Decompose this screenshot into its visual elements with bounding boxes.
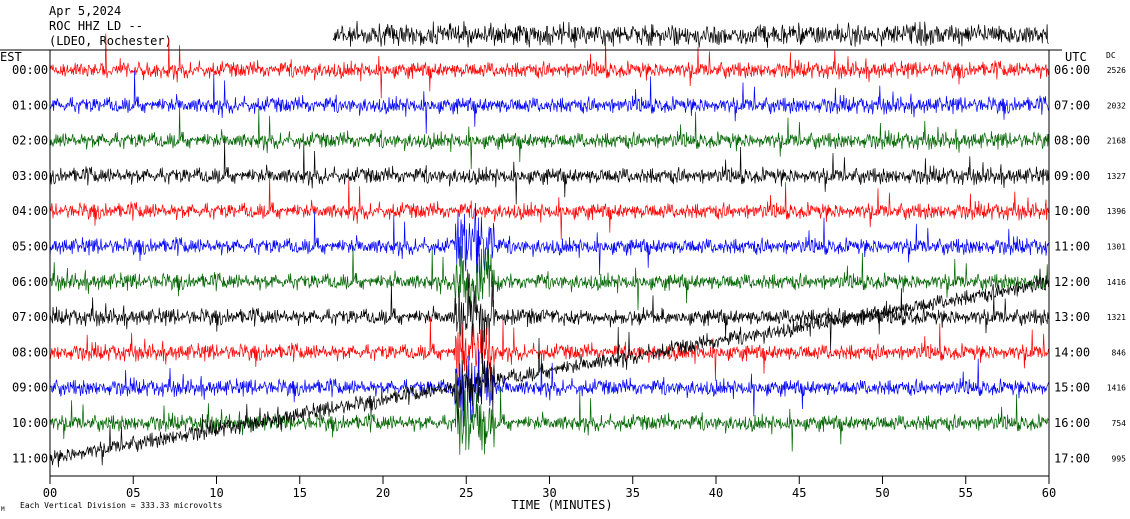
x-tick-label: 60: [1042, 486, 1056, 500]
footer-mark: M: [1, 506, 5, 513]
chart-frame: [0, 49, 1062, 484]
network-label: (LDEO, Rochester): [49, 34, 172, 48]
date-label: Apr 5,2024: [49, 4, 122, 18]
est-label-bg: [10, 451, 49, 466]
x-tick-label: 00: [43, 486, 57, 500]
utc-hour-label: 13:00: [1054, 310, 1090, 324]
est-label-bg: [10, 310, 49, 325]
est-hour-label: 05:00: [12, 240, 48, 254]
est-label-bg: [10, 168, 49, 183]
seismic-trace: [49, 176, 1049, 240]
seismic-trace: [49, 317, 1049, 385]
est-hour-label: 11:00: [12, 451, 48, 465]
est-hour-label: 02:00: [12, 134, 48, 148]
dc-offset-value: 995: [1112, 454, 1127, 463]
scale-footer: Each Vertical Division = 333.33 microvol…: [20, 501, 222, 510]
x-tick-label: 45: [792, 486, 806, 500]
est-hour-label: 08:00: [12, 345, 48, 359]
x-tick-label: 55: [959, 486, 973, 500]
est-hour-label: 04:00: [12, 204, 48, 218]
dc-offset-value: 2526: [1107, 66, 1126, 75]
seismic-trace: [50, 349, 1049, 428]
dc-offset-value: 1327: [1107, 172, 1126, 181]
utc-hour-label: 06:00: [1054, 63, 1090, 77]
seismic-trace: [49, 268, 1049, 468]
est-label-bg: [10, 416, 49, 430]
utc-hour-label: 15:00: [1054, 381, 1090, 395]
x-tick-label: 50: [875, 486, 889, 500]
label-group: 00 05 10 15 20 25 30 35 40 45 50 55 60 EST UTC DC TIME (…: [0, 50, 1126, 513]
utc-hour-label: 12:00: [1054, 275, 1090, 289]
seismic-trace: [49, 33, 1049, 99]
x-tick-label: 05: [126, 486, 140, 500]
dc-offset-value: 1416: [1107, 278, 1126, 287]
utc-hour-label: 07:00: [1054, 98, 1090, 112]
dc-offset-value: 846: [1112, 348, 1127, 357]
est-label-bg: [10, 98, 49, 113]
trace-group: [49, 20, 1049, 468]
utc-hour-label: 16:00: [1054, 416, 1090, 430]
dc-offset-value: 1416: [1107, 384, 1126, 393]
est-label-bg: [10, 63, 49, 77]
seismic-trace: [49, 202, 1049, 276]
est-axis-title: EST: [0, 50, 22, 64]
est-hour-label: 06:00: [12, 275, 48, 289]
station-label: ROC HHZ LD --: [49, 19, 143, 33]
x-tick-label: 15: [293, 486, 307, 500]
utc-axis-title: UTC: [1065, 50, 1087, 64]
utc-hour-label: 10:00: [1054, 204, 1090, 218]
seismic-trace: [49, 273, 1049, 364]
utc-hour-label: 11:00: [1054, 240, 1090, 254]
utc-hour-label: 08:00: [1054, 134, 1090, 148]
x-axis-title: TIME (MINUTES): [511, 498, 612, 512]
est-label-bg: [10, 380, 49, 395]
x-tick-label: 20: [376, 486, 390, 500]
est-label-bg: [10, 204, 49, 219]
dc-offset-value: 1321: [1107, 313, 1126, 322]
x-tick-label: 10: [209, 486, 223, 500]
est-hour-label: 09:00: [12, 381, 48, 395]
seismic-trace: [49, 70, 1049, 134]
x-tick-label: 40: [709, 486, 723, 500]
x-tick-label: 30: [542, 486, 556, 500]
x-tick-label: 35: [626, 486, 640, 500]
est-hour-label: 01:00: [12, 98, 48, 112]
est-hour-label: 07:00: [12, 310, 48, 324]
utc-hour-label: 17:00: [1054, 451, 1090, 465]
seismic-trace: [49, 141, 1049, 205]
seismic-trace: [49, 105, 1049, 170]
est-hour-label: 00:00: [12, 63, 48, 77]
seismic-trace: [50, 245, 1049, 311]
dc-offset-value: 1301: [1107, 243, 1126, 252]
utc-hour-label: 14:00: [1054, 345, 1090, 359]
dc-offset-value: 2168: [1107, 137, 1126, 146]
x-tick-label: 25: [459, 486, 473, 500]
est-label-bg: [10, 274, 49, 289]
est-label-bg: [10, 345, 49, 360]
dc-offset-value: 754: [1112, 419, 1127, 428]
utc-hour-label: 09:00: [1054, 169, 1090, 183]
dc-offset-value: 1396: [1107, 207, 1126, 216]
dc-offset-value: 2032: [1107, 101, 1126, 110]
dc-column-title: DC: [1106, 51, 1116, 60]
est-hour-label: 10:00: [12, 416, 48, 430]
seismic-trace: [332, 20, 1049, 49]
seismic-trace: [49, 384, 1049, 455]
est-hour-label: 03:00: [12, 169, 48, 183]
est-label-bg: [10, 239, 49, 254]
est-label-bg: [10, 133, 49, 148]
